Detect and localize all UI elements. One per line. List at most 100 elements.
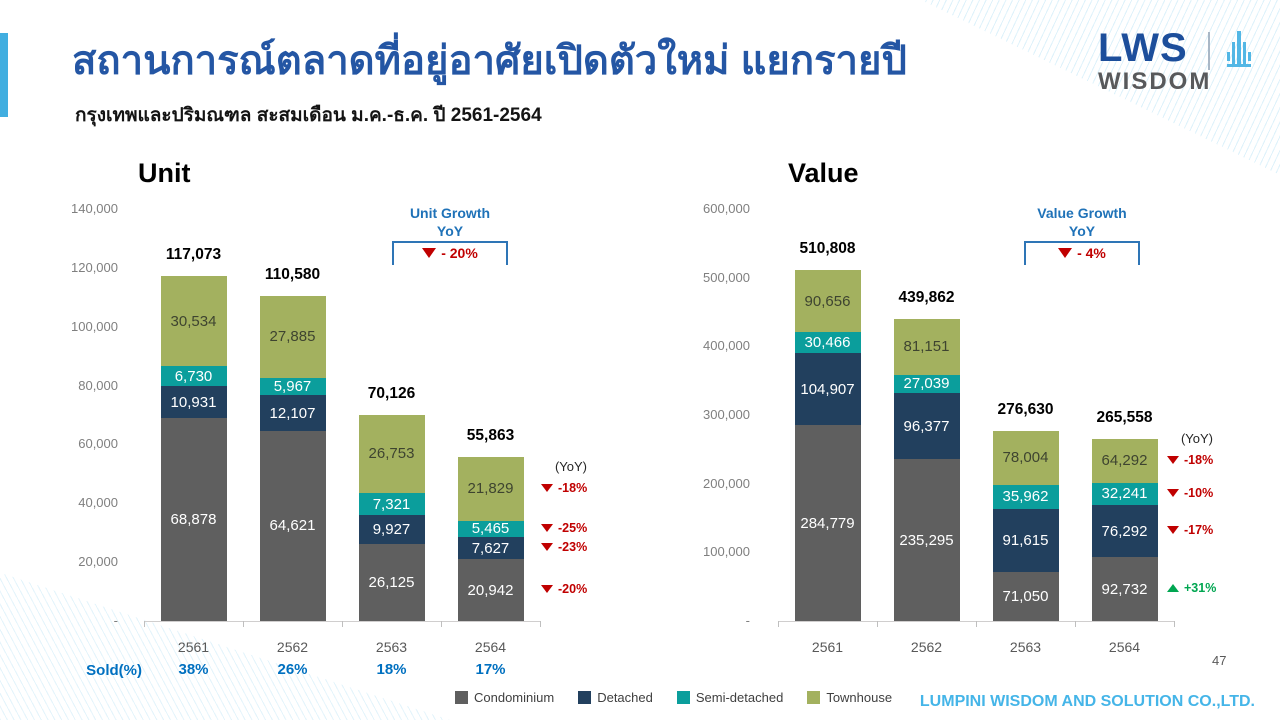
yoy-value: -23% [558, 540, 588, 555]
x-axis-label: 2561 [177, 639, 210, 655]
unit-growth-bracket: - 20% [392, 241, 508, 265]
chart-title-value: Value [788, 158, 859, 188]
yoy-label-row: -18% [541, 481, 587, 495]
unit-growth-yoy-label: YoY [436, 223, 464, 239]
logo-divider [1208, 32, 1210, 70]
bar-segment-condominium: 64,621 [259, 430, 326, 621]
y-axis-tick-label: 600,000 [703, 201, 750, 216]
y-axis-tick-label: - [113, 613, 118, 628]
x-axis-label: 2563 [1009, 639, 1042, 655]
x-axis-tick [1075, 621, 1076, 627]
bar-segment-townhouse: 90,656 [794, 270, 861, 333]
value-growth-bracket: - 4% [1024, 241, 1140, 265]
unit-growth-value: - 20% [441, 245, 478, 261]
footer-company-name: LUMPINI WISDOM AND SOLUTION CO.,LTD. [919, 693, 1255, 710]
bar-segment-townhouse: 27,885 [259, 295, 326, 378]
y-axis-tick-label: 100,000 [71, 318, 118, 334]
value-growth-badge: Value Growth YoY - 4% [1024, 204, 1140, 265]
yoy-label-row: -23% [541, 540, 587, 554]
yoy-label-row: -17% [1167, 523, 1213, 537]
bar-segment-semi-detached: 27,039 [893, 374, 960, 394]
bar-total-label: 117,073 [165, 246, 222, 264]
bar-total-label: 510,808 [799, 240, 856, 258]
logo-primary-text: LWS [1098, 26, 1188, 70]
y-axis-tick-label: 100,000 [703, 544, 750, 560]
bar-segment-semi-detached: 35,962 [992, 484, 1059, 510]
legend-swatch [807, 691, 821, 704]
legend-swatch [676, 691, 690, 704]
y-axis-tick-label: 300,000 [703, 407, 750, 422]
down-triangle-icon [1058, 248, 1073, 258]
bar-segment-townhouse: 26,753 [358, 414, 425, 494]
yoy-value: -17% [1184, 523, 1214, 538]
down-triangle-icon [541, 483, 553, 492]
x-axis-label: 2564 [474, 639, 507, 655]
bar-total-label: 439,862 [898, 288, 955, 306]
bar-segment-condominium: 20,942 [457, 559, 524, 621]
sold-percent-row: 38% 26% 18% 17% [144, 661, 540, 678]
bar-segment-townhouse: 64,292 [1091, 438, 1158, 483]
y-axis-tick-label: 20,000 [78, 554, 118, 570]
bar-segment-townhouse: 30,534 [160, 276, 227, 367]
x-axis-tick [342, 621, 343, 627]
bar-total-label: 55,863 [466, 426, 515, 444]
bar-segment-condominium: 71,050 [992, 572, 1059, 621]
yoy-value: -18% [558, 480, 588, 495]
x-axis-tick [778, 621, 779, 627]
x-axis-tick [976, 621, 977, 627]
bar-segment-detached: 7,627 [457, 536, 524, 560]
bar-segment-condominium: 68,878 [160, 418, 227, 621]
y-axis-tick-label: 120,000 [71, 259, 118, 275]
bar-segment-detached: 76,292 [1091, 504, 1158, 558]
down-triangle-icon [1167, 488, 1179, 497]
building-spire-icon [1222, 30, 1256, 77]
title-accent-bar [0, 33, 8, 117]
bar-segment-detached: 104,907 [794, 353, 861, 426]
legend-item: Detached [578, 690, 653, 705]
bar-segment-condominium: 284,779 [794, 425, 861, 621]
bar-segment-detached: 10,931 [160, 386, 227, 419]
down-triangle-icon [541, 523, 553, 532]
x-axis-label: 2563 [375, 639, 408, 655]
legend-swatch [578, 691, 592, 704]
legend-label: Detached [597, 690, 653, 705]
yoy-value: -20% [558, 582, 588, 597]
x-axis-tick [1174, 621, 1175, 627]
down-triangle-icon [1167, 526, 1179, 535]
unit-growth-badge: Unit Growth YoY - 20% [392, 204, 508, 265]
bar-total-label: 276,630 [997, 401, 1054, 419]
x-axis-tick [243, 621, 244, 627]
bar-segment-condominium: 235,295 [893, 459, 960, 621]
down-triangle-icon [422, 248, 437, 258]
bar-segment-condominium: 26,125 [358, 544, 425, 621]
bar-total-label: 110,580 [264, 265, 321, 283]
yoy-label-row: +31% [1167, 581, 1216, 595]
x-axis-label: 2561 [811, 639, 844, 655]
y-axis-tick-label: 200,000 [703, 475, 750, 491]
y-axis-tick-label: 500,000 [703, 269, 750, 285]
legend-label: Condominium [474, 690, 555, 705]
yoy-value: -18% [1184, 452, 1214, 467]
yoy-header: (YoY) [1180, 430, 1214, 446]
x-axis-tick [441, 621, 442, 627]
up-triangle-icon [1167, 584, 1179, 593]
x-axis-tick [877, 621, 878, 627]
logo-secondary-text: WISDOM [1098, 68, 1212, 95]
bar-segment-semi-detached: 5,967 [259, 377, 326, 396]
y-axis-tick-label: 40,000 [78, 495, 118, 511]
yoy-label-row: -10% [1167, 486, 1213, 500]
bar-segment-semi-detached: 7,321 [358, 493, 425, 515]
value-growth-yoy-label: YoY [1068, 223, 1096, 239]
yoy-value: -25% [558, 520, 588, 535]
yoy-value: -10% [1184, 485, 1214, 500]
x-axis-tick [540, 621, 541, 627]
y-axis-tick-label: 80,000 [78, 377, 118, 393]
chart-legend: Condominium Detached Semi-detached Townhous… [455, 690, 892, 705]
value-growth-value: - 4% [1077, 245, 1106, 261]
bar-segment-townhouse: 81,151 [893, 318, 960, 375]
x-axis-tick [144, 621, 145, 627]
y-axis-tick-label: - [745, 613, 750, 628]
yoy-label-row: -20% [541, 582, 587, 596]
